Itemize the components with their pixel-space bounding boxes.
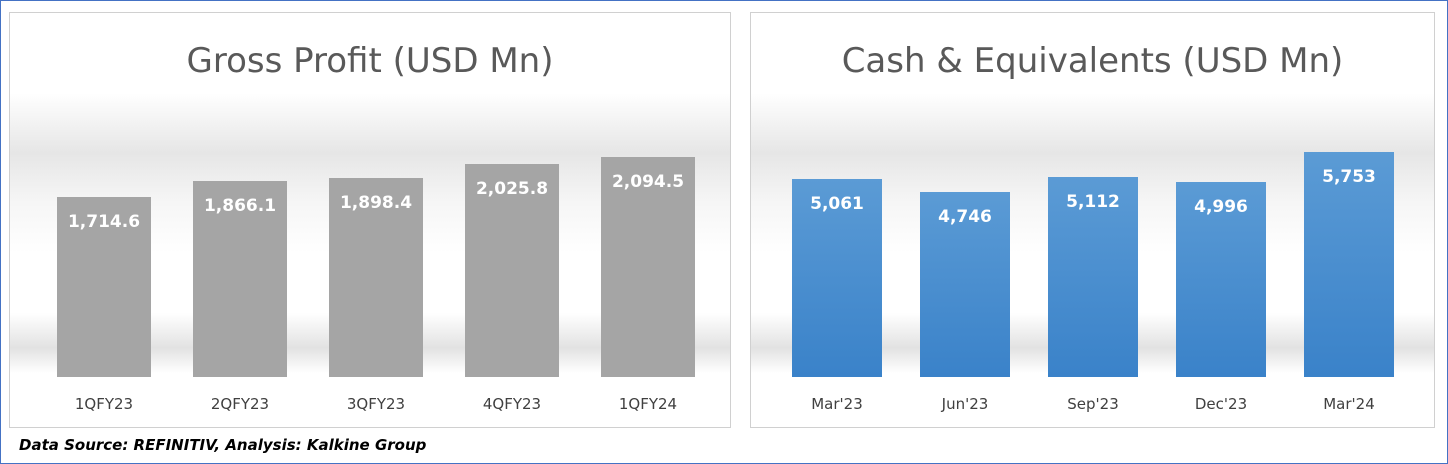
cash-equivalents-bar bbox=[1048, 177, 1138, 377]
gross-profit-category-label: 1QFY24 bbox=[618, 395, 678, 413]
gross-profit-category-label: 4QFY23 bbox=[482, 395, 542, 413]
gross-profit-value-label: 1,898.4 bbox=[339, 192, 413, 213]
cash-equivalents-bar bbox=[920, 191, 1010, 377]
gross-profit-category-label: 2QFY23 bbox=[210, 395, 270, 413]
gross-profit-category-label: 1QFY23 bbox=[74, 395, 134, 413]
gross-profit-bar bbox=[465, 164, 559, 377]
gross-profit-chart: Gross Profit (USD Mn) 1,714.6 1QFY23 1,866… bbox=[9, 12, 731, 428]
gross-profit-bar bbox=[601, 157, 695, 377]
gross-profit-bar bbox=[193, 181, 287, 377]
cash-equivalents-category-label: Dec'23 bbox=[1194, 395, 1248, 413]
cash-equivalents-bar bbox=[792, 179, 882, 377]
cash-equivalents-value-label: 5,753 bbox=[1322, 167, 1376, 188]
cash-equivalents-value-label: 5,112 bbox=[1066, 192, 1120, 213]
cash-equivalents-chart-title: Cash & Equivalents (USD Mn) bbox=[841, 41, 1344, 81]
cash-equivalents-value-label: 5,061 bbox=[810, 194, 864, 215]
cash-equivalents-category-label: Sep'23 bbox=[1067, 395, 1119, 413]
gross-profit-value-label: 1,714.6 bbox=[67, 211, 141, 232]
cash-equivalents-category-label: Jun'23 bbox=[941, 395, 989, 413]
gross-profit-category-label: 3QFY23 bbox=[346, 395, 406, 413]
cash-equivalents-chart: Cash & Equivalents (USD Mn) 5,061 Mar'23 4… bbox=[750, 12, 1435, 428]
gross-profit-value-label: 2,094.5 bbox=[611, 172, 685, 193]
cash-equivalents-bar bbox=[1176, 181, 1266, 377]
gross-profit-chart-title: Gross Profit (USD Mn) bbox=[186, 41, 554, 81]
gross-profit-bar bbox=[329, 177, 423, 377]
cash-equivalents-category-label: Mar'23 bbox=[811, 395, 863, 413]
gross-profit-value-label: 2,025.8 bbox=[475, 179, 549, 200]
gross-profit-bar bbox=[57, 196, 151, 377]
data-source-note: Data Source: REFINITIV, Analysis: Kalkin… bbox=[19, 436, 427, 454]
cash-equivalents-bar bbox=[1304, 152, 1394, 377]
cash-equivalents-category-label: Mar'24 bbox=[1323, 395, 1375, 413]
cash-equivalents-value-label: 4,996 bbox=[1194, 196, 1248, 217]
gross-profit-value-label: 1,866.1 bbox=[203, 196, 277, 217]
cash-equivalents-value-label: 4,746 bbox=[938, 206, 992, 227]
